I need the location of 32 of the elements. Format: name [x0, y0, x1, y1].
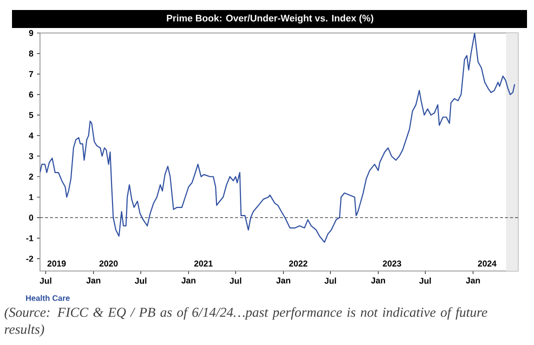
x2-tick-label: 2024 — [478, 260, 497, 267]
x-tick-label: Jul — [230, 278, 242, 284]
y-tick-label: 1 — [29, 194, 34, 200]
text: Health Care — [26, 295, 70, 301]
y-tick-label: 7 — [29, 71, 34, 77]
x2-tick-label: 2020 — [99, 260, 118, 267]
x-tick-label: Jan — [86, 278, 100, 284]
x-tick-label: Jan — [181, 278, 196, 284]
x-tick-label: Jul — [134, 278, 146, 284]
text: (Source: FICC & EQ / PB as of 6/14/24…past performance is not indicative of future results) — [4, 307, 488, 337]
x-tick-label: Jan — [276, 278, 290, 284]
chart-title: Prime Book: Over/Under-Weight vs. Index (%) — [166, 14, 374, 24]
x2-tick-label: 2022 — [289, 260, 308, 267]
x2-tick-label: 2021 — [194, 260, 213, 267]
x-tick-label: Jan — [371, 278, 386, 284]
y-tick-label: 6 — [29, 92, 34, 98]
y-tick-label: 3 — [28, 153, 34, 160]
y-tick-label: -2 — [26, 256, 34, 262]
line-series — [40, 33, 516, 243]
x-tick-label: Jan — [466, 278, 480, 284]
y-tick-label: 0 — [29, 214, 34, 221]
x-tick-label: Jul — [40, 278, 52, 284]
x-tick-label: Jul — [419, 278, 431, 284]
y-tick-label: 9 — [29, 30, 34, 36]
x2-tick-label: 2023 — [382, 260, 402, 267]
y-tick-label: 2 — [29, 174, 34, 180]
y-tick-label: 8 — [29, 50, 34, 57]
x-tick-label: Jul — [324, 278, 336, 284]
y-tick-label: 5 — [29, 112, 34, 118]
y-tick-label: 4 — [28, 132, 34, 139]
y-tick-label: -1 — [26, 235, 34, 242]
x2-tick-label: 2019 — [47, 260, 66, 267]
